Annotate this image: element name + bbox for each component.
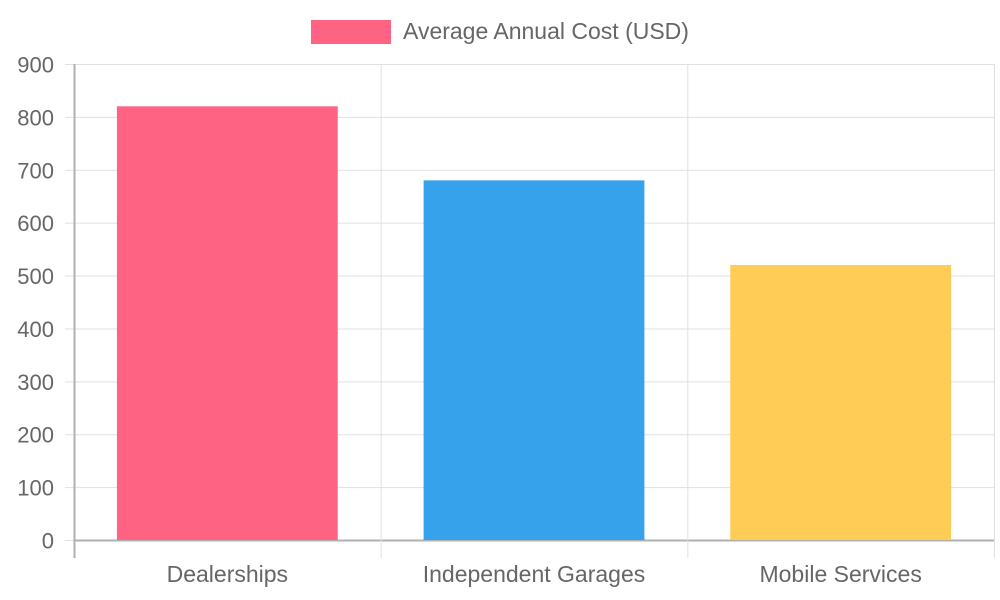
x-tick-label: Dealerships: [167, 561, 288, 587]
y-tick-label: 300: [17, 370, 54, 395]
y-tick-label: 100: [17, 476, 54, 501]
legend-label[interactable]: Average Annual Cost (USD): [403, 18, 689, 44]
x-tick-label: Mobile Services: [759, 561, 921, 587]
y-tick-label: 800: [17, 105, 54, 130]
x-tick-label: Independent Garages: [423, 561, 646, 587]
y-tick-label: 200: [17, 423, 54, 448]
y-tick-label: 600: [17, 211, 54, 236]
y-tick-label: 500: [17, 264, 54, 289]
bar-mobile-services[interactable]: [730, 264, 952, 540]
bar-dealerships[interactable]: [116, 106, 338, 541]
y-tick-label: 400: [17, 317, 54, 342]
y-tick-label: 0: [42, 529, 54, 554]
y-tick-label: 900: [17, 53, 54, 78]
y-tick-label: 700: [17, 158, 54, 183]
chart-legend: Average Annual Cost (USD): [0, 18, 1000, 45]
bar-independent-garages[interactable]: [423, 180, 645, 540]
legend-swatch[interactable]: [311, 19, 392, 44]
